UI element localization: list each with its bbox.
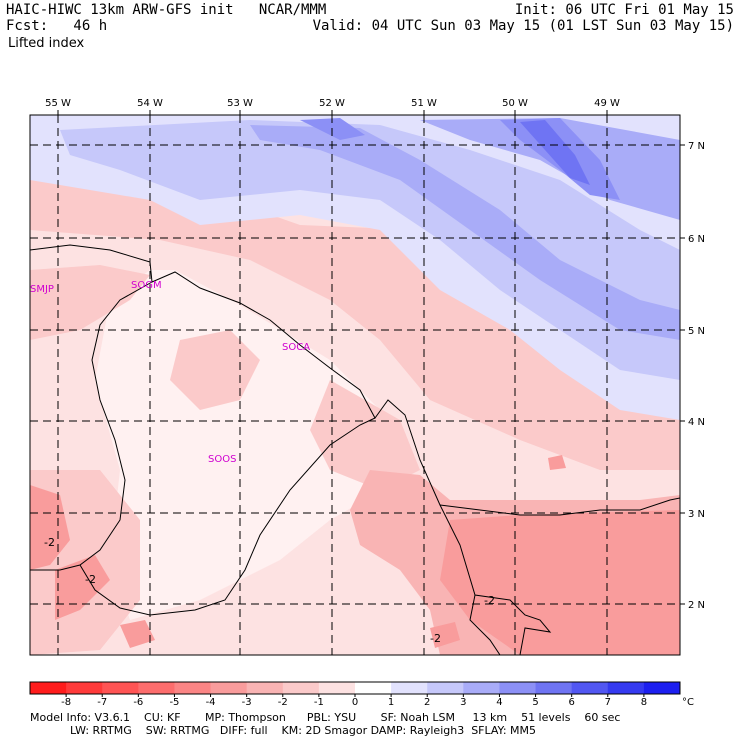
colorbar-tick-label: -6 xyxy=(133,697,143,708)
colorbar-tick-label: -3 xyxy=(242,697,252,708)
station-smjp: SMJP xyxy=(30,284,54,295)
colorbar-tick-label: -7 xyxy=(97,697,107,708)
colorbar-tick-label: -5 xyxy=(169,697,179,708)
station-soos: SOOS xyxy=(208,454,236,465)
colorbar-swatch xyxy=(318,682,356,694)
lon-label-54w: 54 W xyxy=(137,98,163,109)
colorbar-tick-label: -8 xyxy=(61,697,71,708)
colorbar-swatch xyxy=(463,682,500,694)
lat-label-6n: 6 N xyxy=(688,234,705,245)
colorbar-swatch xyxy=(66,682,103,694)
colorbar-swatch xyxy=(102,682,139,694)
contour-label: -2 xyxy=(430,632,441,645)
colorbar-swatch xyxy=(138,682,175,694)
colorbar-tick-label: -4 xyxy=(206,697,216,708)
lon-label-53w: 53 W xyxy=(227,98,253,109)
station-soca: SOCA xyxy=(282,342,310,353)
colorbar-swatch xyxy=(643,682,681,694)
colorbar-tick-label: -2 xyxy=(278,697,288,708)
colorbar-tick-label: 5 xyxy=(532,697,538,708)
colorbar-swatch xyxy=(535,682,573,694)
shaded-field xyxy=(30,115,680,655)
colorbar-swatch xyxy=(355,682,392,694)
colorbar-swatch xyxy=(427,682,464,694)
longitude-labels: 55 W 54 W 53 W 52 W 51 W 50 W 49 W xyxy=(45,98,620,109)
init-time: Init: 06 UTC Fri 01 May 15 xyxy=(514,2,734,18)
colorbar-swatch xyxy=(30,682,67,694)
colorbar-tick-label: 4 xyxy=(496,697,502,708)
forecast-hour: Fcst: 46 h xyxy=(6,18,108,34)
lat-label-5n: 5 N xyxy=(688,326,705,337)
colorbar: -8 -7 -6 -5 -4 -3 -2 -1 0 1 2 3 4 5 6 7 8 °C xyxy=(29,681,694,708)
colorbar-unit: °C xyxy=(682,697,694,708)
map-title: HAIC-HIWC 13km ARW-GFS init NCAR/MMM xyxy=(6,2,327,18)
contour-label: -2 xyxy=(484,594,495,607)
model-info-line-2: LW: RRTMG SW: RRTMG DIFF: full KM: 2D Sm… xyxy=(70,724,536,737)
colorbar-swatch xyxy=(499,682,537,694)
valid-time: Valid: 04 UTC Sun 03 May 15 (01 LST Sun … xyxy=(312,18,734,34)
station-sogm: SOGM xyxy=(131,280,162,291)
colorbar-swatch xyxy=(210,682,248,694)
field-name: Lifted index xyxy=(8,36,85,51)
lon-label-51w: 51 W xyxy=(411,98,437,109)
lon-label-49w: 49 W xyxy=(594,98,620,109)
colorbar-swatch xyxy=(607,682,645,694)
station-labels: SMJP SOGM SOCA SOOS xyxy=(30,280,310,465)
colorbar-tick-label: 7 xyxy=(605,697,611,708)
colorbar-tick-label: 2 xyxy=(424,697,430,708)
colorbar-tick-label: -1 xyxy=(314,697,324,708)
contour-labels: -2 -2 -2 -2 xyxy=(44,536,495,645)
colorbar-swatch xyxy=(246,682,284,694)
lon-label-55w: 55 W xyxy=(45,98,71,109)
colorbar-swatch xyxy=(174,682,212,694)
colorbar-tick-label: 0 xyxy=(352,697,358,708)
lat-lon-grid xyxy=(30,115,680,655)
colorbar-tick-label: 3 xyxy=(460,697,466,708)
latitude-labels: 7 N 6 N 5 N 4 N 3 N 2 N xyxy=(688,141,705,611)
plot-frame xyxy=(29,114,681,656)
lat-label-4n: 4 N xyxy=(688,417,705,428)
coastlines xyxy=(30,244,680,655)
colorbar-swatch xyxy=(391,682,428,694)
lat-label-2n: 2 N xyxy=(688,600,705,611)
colorbar-tick-label: 8 xyxy=(641,697,647,708)
lon-label-52w: 52 W xyxy=(319,98,345,109)
colorbar-swatch xyxy=(571,682,609,694)
lon-label-50w: 50 W xyxy=(502,98,528,109)
colorbar-swatch xyxy=(282,682,320,694)
colorbar-tick-label: 1 xyxy=(388,697,394,708)
lat-label-7n: 7 N xyxy=(688,141,705,152)
model-info-line-1: Model Info: V3.6.1 CU: KF MP: Thompson P… xyxy=(30,711,621,724)
colorbar-tick-label: 6 xyxy=(568,697,574,708)
axis-ticks xyxy=(57,110,685,605)
contour-label: -2 xyxy=(85,573,96,586)
lat-label-3n: 3 N xyxy=(688,509,705,520)
contour-label: -2 xyxy=(44,536,55,549)
